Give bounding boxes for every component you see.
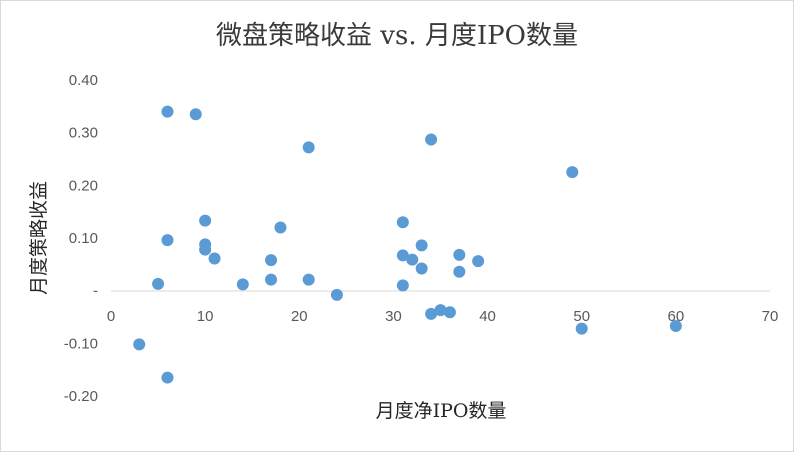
data-point — [575, 322, 588, 335]
data-point — [236, 278, 249, 291]
data-points — [133, 105, 682, 384]
data-point — [302, 141, 315, 154]
x-tick-label: 10 — [197, 308, 214, 325]
data-point — [133, 338, 146, 351]
y-tick-labels: 0.40 0.30 0.20 0.10 - -0.10 -0.20 — [64, 72, 98, 405]
x-tick-label: 70 — [762, 308, 779, 325]
data-point — [425, 133, 438, 146]
data-point — [161, 371, 174, 384]
data-point — [453, 248, 466, 261]
data-point — [453, 265, 466, 278]
x-tick-label: 0 — [107, 308, 115, 325]
data-point — [161, 234, 174, 247]
y-tick-label: 0.40 — [69, 72, 98, 89]
x-tick-label: 40 — [479, 308, 496, 325]
data-point — [406, 253, 419, 266]
data-point — [274, 221, 287, 234]
x-axis-title: 月度净IPO数量 — [376, 400, 507, 422]
data-point — [669, 319, 682, 332]
data-point — [265, 254, 278, 267]
data-point — [208, 252, 221, 265]
data-point — [472, 255, 485, 268]
data-point — [199, 214, 212, 227]
data-point — [396, 249, 409, 262]
y-tick-label: 0.20 — [69, 177, 98, 194]
y-tick-label: -0.10 — [64, 335, 98, 352]
data-point — [566, 166, 579, 179]
data-point — [415, 239, 428, 252]
data-point — [443, 306, 456, 319]
data-point — [330, 288, 343, 301]
data-point — [199, 243, 212, 256]
y-tick-label: 0.30 — [69, 125, 98, 142]
data-point — [396, 279, 409, 292]
x-tick-labels: 0 10 20 30 40 50 60 70 — [107, 308, 779, 325]
data-point — [434, 304, 447, 317]
y-axis-title: 月度策略收益 — [28, 181, 50, 295]
data-point — [396, 216, 409, 229]
chart-title: 微盘策略收益 vs. 月度IPO数量 — [216, 21, 578, 51]
data-point — [189, 108, 202, 121]
data-point — [152, 277, 165, 290]
data-point — [302, 273, 315, 286]
y-tick-label: -0.20 — [64, 388, 98, 405]
x-tick-label: 60 — [668, 308, 685, 325]
x-tick-label: 50 — [573, 308, 590, 325]
y-tick-label: - — [93, 283, 98, 300]
data-point — [425, 307, 438, 320]
data-point — [161, 105, 174, 118]
x-tick-label: 20 — [291, 308, 308, 325]
x-tick-label: 30 — [385, 308, 402, 325]
data-point — [415, 262, 428, 275]
data-point — [265, 273, 278, 286]
y-tick-label: 0.10 — [69, 230, 98, 247]
